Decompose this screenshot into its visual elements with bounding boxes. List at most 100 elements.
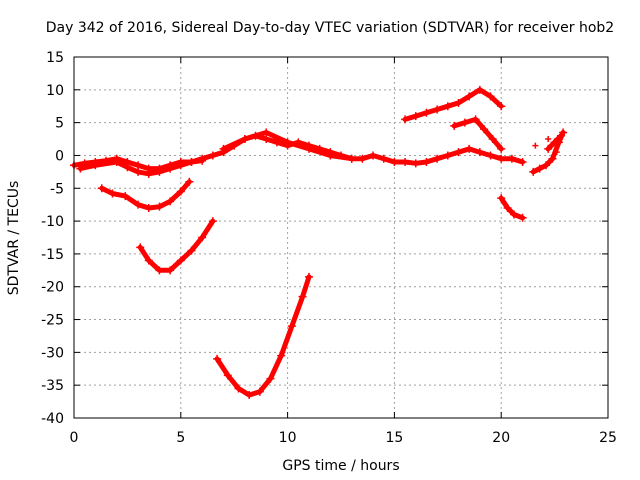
data-point bbox=[136, 243, 145, 252]
data-point bbox=[390, 158, 399, 167]
y-tick-label: 5 bbox=[55, 116, 64, 132]
data-point bbox=[208, 151, 217, 160]
series-late-upper bbox=[401, 85, 506, 124]
y-tick-label: 15 bbox=[46, 50, 64, 66]
data-point bbox=[234, 384, 243, 393]
data-point bbox=[401, 115, 410, 124]
data-point bbox=[488, 135, 497, 144]
data-point bbox=[123, 163, 132, 172]
y-tick-label: -15 bbox=[41, 247, 64, 263]
data-point bbox=[411, 159, 420, 168]
series-line-late-mid bbox=[451, 116, 504, 152]
data-point bbox=[176, 256, 185, 265]
data-point bbox=[155, 167, 164, 176]
data-point bbox=[422, 108, 431, 117]
data-point bbox=[550, 138, 559, 147]
data-point bbox=[219, 144, 228, 153]
data-point bbox=[443, 151, 452, 160]
y-tick-label: -35 bbox=[41, 378, 64, 394]
data-point bbox=[326, 151, 335, 160]
data-point bbox=[507, 154, 516, 163]
data-point bbox=[544, 144, 553, 153]
data-point bbox=[497, 144, 506, 153]
data-point bbox=[304, 272, 313, 281]
isolated-data-point bbox=[545, 136, 552, 143]
data-point bbox=[108, 189, 117, 198]
data-point bbox=[475, 148, 484, 157]
data-point bbox=[144, 203, 153, 212]
data-point bbox=[557, 131, 566, 140]
data-point bbox=[443, 102, 452, 111]
y-tick-label: 10 bbox=[46, 83, 64, 99]
y-tick-label: -20 bbox=[41, 280, 64, 296]
data-series bbox=[70, 85, 568, 400]
data-point bbox=[166, 266, 175, 275]
data-point bbox=[198, 233, 207, 242]
x-tick-label: 25 bbox=[599, 430, 617, 446]
series-line-arc-a bbox=[99, 179, 192, 211]
series-line-late-upper bbox=[402, 87, 504, 122]
data-point bbox=[255, 387, 264, 396]
data-point bbox=[529, 167, 538, 176]
data-point bbox=[465, 92, 474, 101]
data-point bbox=[208, 217, 217, 226]
data-point bbox=[144, 256, 153, 265]
x-tick-label: 20 bbox=[492, 430, 510, 446]
data-point bbox=[369, 151, 378, 160]
data-point bbox=[298, 292, 307, 301]
data-point bbox=[454, 98, 463, 107]
data-point bbox=[542, 161, 551, 170]
series-upper-arc bbox=[219, 128, 356, 163]
x-tick-label: 0 bbox=[70, 430, 79, 446]
y-tick-label: -30 bbox=[41, 345, 64, 361]
data-point bbox=[240, 135, 249, 144]
data-point bbox=[287, 322, 296, 331]
data-point bbox=[166, 197, 175, 206]
series-band-2 bbox=[76, 156, 207, 178]
isolated-data-point bbox=[553, 149, 560, 156]
data-point bbox=[433, 105, 442, 114]
data-point bbox=[503, 203, 512, 212]
data-point bbox=[97, 184, 106, 193]
data-point bbox=[266, 374, 275, 383]
data-point bbox=[187, 158, 196, 167]
data-point bbox=[91, 161, 100, 170]
x-tick-label: 15 bbox=[385, 430, 403, 446]
data-point bbox=[548, 154, 557, 163]
data-point bbox=[176, 187, 185, 196]
series-late-low bbox=[497, 194, 527, 222]
data-point bbox=[475, 85, 484, 94]
data-point bbox=[460, 118, 469, 127]
data-point bbox=[262, 128, 271, 137]
data-point bbox=[433, 154, 442, 163]
data-point bbox=[379, 154, 388, 163]
data-point bbox=[497, 102, 506, 111]
series-arc-b bbox=[136, 217, 217, 275]
series-main-band bbox=[70, 131, 527, 173]
data-point bbox=[76, 164, 85, 173]
series-line-late-low bbox=[498, 195, 526, 221]
data-point bbox=[486, 151, 495, 160]
axis-ticks: 0 5 10 15 20 25 15 10 5 0 -5 -10 -15 -20 -25 -30 -35 -40 bbox=[41, 50, 617, 446]
y-tick-label: -5 bbox=[50, 181, 64, 197]
data-point bbox=[187, 246, 196, 255]
data-point bbox=[471, 115, 480, 124]
data-point bbox=[401, 158, 410, 167]
x-tick-label: 5 bbox=[176, 430, 185, 446]
data-point bbox=[465, 144, 474, 153]
y-tick-label: 0 bbox=[55, 148, 64, 164]
y-tick-label: -40 bbox=[41, 411, 64, 427]
series-arc-a bbox=[97, 177, 194, 212]
data-point bbox=[166, 164, 175, 173]
data-point bbox=[450, 121, 459, 130]
data-point bbox=[422, 158, 431, 167]
series-late-mid bbox=[450, 115, 506, 153]
data-point bbox=[277, 351, 286, 360]
data-point bbox=[121, 192, 130, 201]
y-axis-label: SDTVAR / TECUs bbox=[6, 181, 22, 296]
data-point bbox=[411, 112, 420, 121]
data-point bbox=[144, 169, 153, 178]
data-point bbox=[185, 177, 194, 186]
data-point bbox=[176, 161, 185, 170]
